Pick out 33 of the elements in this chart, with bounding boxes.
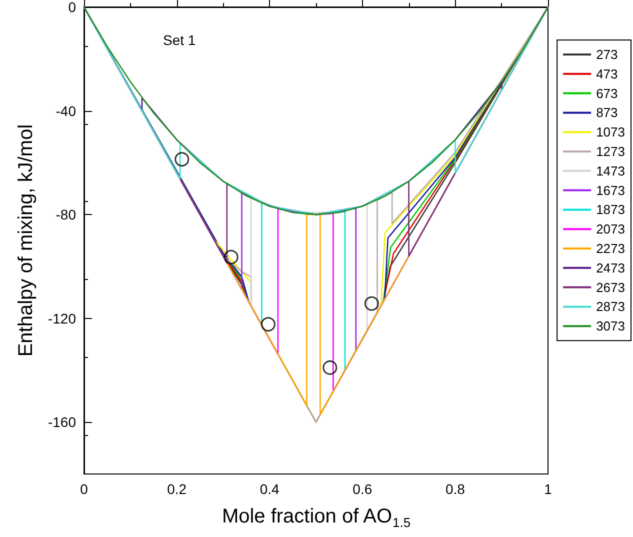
y-tick-label: -120 [48,310,76,326]
y-tick-label: -80 [56,206,76,223]
legend-label: 1873 [596,202,625,218]
x-tick-label: 0.8 [445,481,466,497]
legend-label: 2073 [596,222,625,237]
point [224,250,238,264]
x-tick-label: 0.2 [167,481,187,497]
y-tick-label: -40 [56,102,76,119]
y-tick-label: -160 [48,414,76,430]
legend-label: 1073 [596,124,625,140]
x-tick-label: 0.4 [260,481,280,497]
y-tick-label: 0 [68,0,76,15]
legend-label: 2873 [596,299,625,314]
legend-label: 3073 [596,318,625,334]
legend-label: 673 [596,86,618,101]
x-tick-label: 0.6 [352,481,372,497]
legend-label: 2273 [596,241,625,256]
point [322,360,338,375]
legend-label: 273 [596,47,618,62]
annotation: Set 1 [163,32,196,48]
legend-label: 1673 [596,182,625,198]
legend-label: 1473 [596,163,625,178]
x-tick-label: 1 [544,481,552,497]
legend-label: 1273 [596,144,625,159]
point [174,152,190,167]
legend-label: 473 [596,66,618,82]
x-tick-label: 0 [80,481,88,497]
point [260,317,276,332]
point [364,296,379,311]
y-axis-title: Enthalpy of mixing, kJ/mol [15,124,37,357]
legend-label: 2673 [596,280,625,295]
legend-label: 873 [596,105,618,120]
legend-label: 2473 [596,260,625,276]
